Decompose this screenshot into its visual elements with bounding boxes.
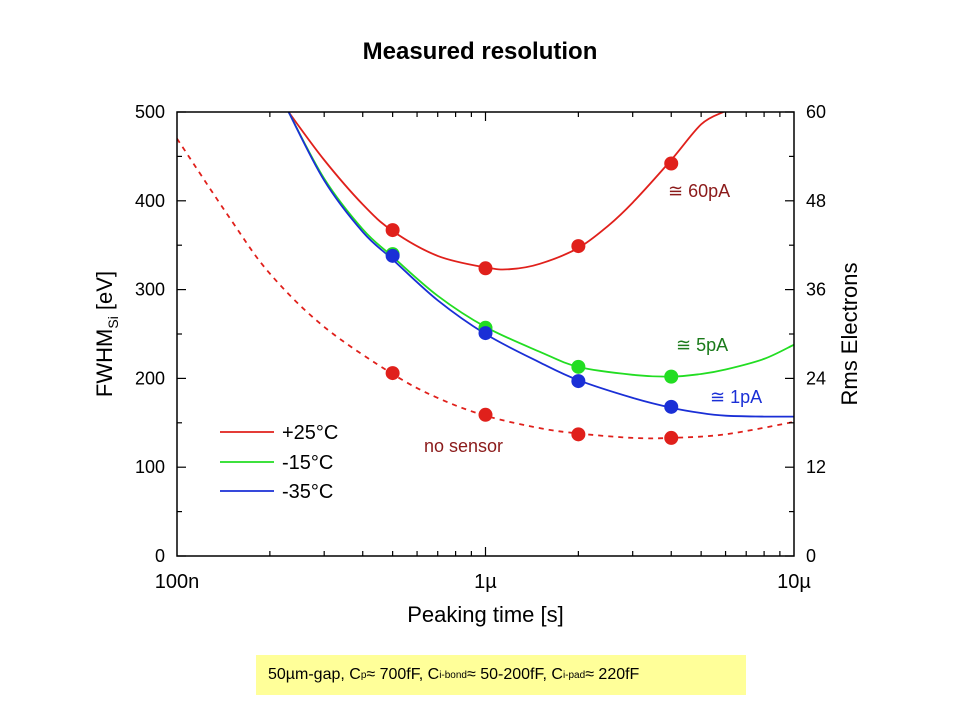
caption-subscript: i-bond [439,669,467,681]
data-point-25-c [664,156,679,171]
y-tick-label-left: 300 [135,280,165,300]
data-point-15-c [664,369,679,384]
x-axis-label: Peaking time [s] [407,602,564,627]
data-point-no-sensor [571,427,586,442]
y-tick-label-right: 12 [806,457,826,477]
y-tick-label-right: 24 [806,368,826,388]
legend-label: +25°C [282,422,338,444]
legend-label: -15°C [282,452,333,474]
y-tick-label-left: 500 [135,102,165,122]
data-point-no-sensor [385,366,400,381]
series-line-35-c [287,112,794,418]
data-point-no-sensor [664,430,679,445]
y-axis-label-right: Rms Electrons [837,262,862,405]
data-point-35-c [478,326,493,341]
data-point-15-c [571,359,586,374]
data-point-no-sensor [478,407,493,422]
y-tick-label-left: 100 [135,457,165,477]
data-point-35-c [571,374,586,389]
y-tick-label-right: 48 [806,191,826,211]
data-point-35-c [664,399,679,414]
series-line-25-c [287,112,724,271]
y-tick-label-left: 0 [155,546,165,566]
annotation-25-c: ≅ 60pA [668,181,730,201]
y-tick-label-right: 0 [806,546,816,566]
data-point-35-c [385,248,400,263]
data-point-25-c [478,261,493,276]
legend-label: -35°C [282,481,333,503]
caption-subscript: p [360,669,367,681]
series-line-15-c [287,112,794,378]
annotation-15-c: ≅ 5pA [676,335,728,355]
y-tick-label-right: 60 [806,102,826,122]
caption-subscript: i-pad [562,669,586,681]
x-tick-label: 10µ [777,571,811,593]
y-tick-label-left: 200 [135,368,165,388]
x-tick-label: 1µ [474,571,497,593]
annotation-no-sensor: no sensor [424,436,503,456]
page-title: Measured resolution [362,38,598,65]
y-tick-label-left: 400 [135,191,165,211]
data-point-25-c [571,239,586,254]
x-tick-label: 100n [155,571,200,593]
y-tick-label-right: 36 [806,280,826,300]
y-axis-label-left: FWHMSi [eV] [92,271,121,397]
data-point-25-c [385,223,400,238]
annotation-35-c: ≅ 1pA [710,387,762,407]
